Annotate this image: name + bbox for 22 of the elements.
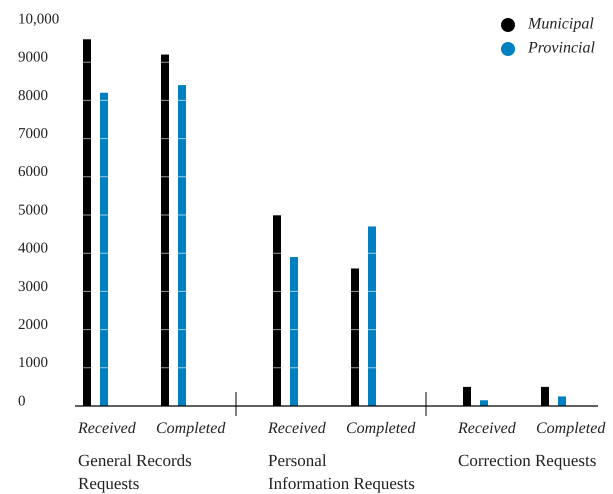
x-tick-label: Received (457, 420, 517, 437)
y-tick-label: 9000 (18, 50, 48, 66)
y-tick-label: 4000 (18, 240, 48, 257)
y-tick-label: 10,000 (18, 11, 60, 28)
x-tick-label: Completed (536, 420, 606, 437)
y-tick-label: 1000 (18, 355, 48, 372)
x-tick-label: Received (267, 420, 327, 437)
x-tick-label: Completed (156, 420, 226, 437)
y-tick-label: 8000 (18, 88, 48, 104)
y-tick-label: 7000 (18, 126, 48, 142)
y-tick-label: 0 (18, 393, 26, 410)
x-tick-label: Received (77, 420, 137, 437)
text: General Records Requests (78, 451, 192, 493)
y-tick-label: 3000 (18, 278, 48, 295)
legend-label: Provincial (527, 40, 596, 57)
x-tick-label: Completed (346, 420, 416, 437)
y-tick-label: 5000 (18, 202, 48, 218)
legend-label: Municipal (527, 16, 594, 33)
text: Correction Requests (458, 451, 596, 470)
y-tick-label: 6000 (18, 164, 48, 180)
y-tick-label: 2000 (18, 317, 48, 334)
text: Personal Information Requests (268, 451, 415, 493)
